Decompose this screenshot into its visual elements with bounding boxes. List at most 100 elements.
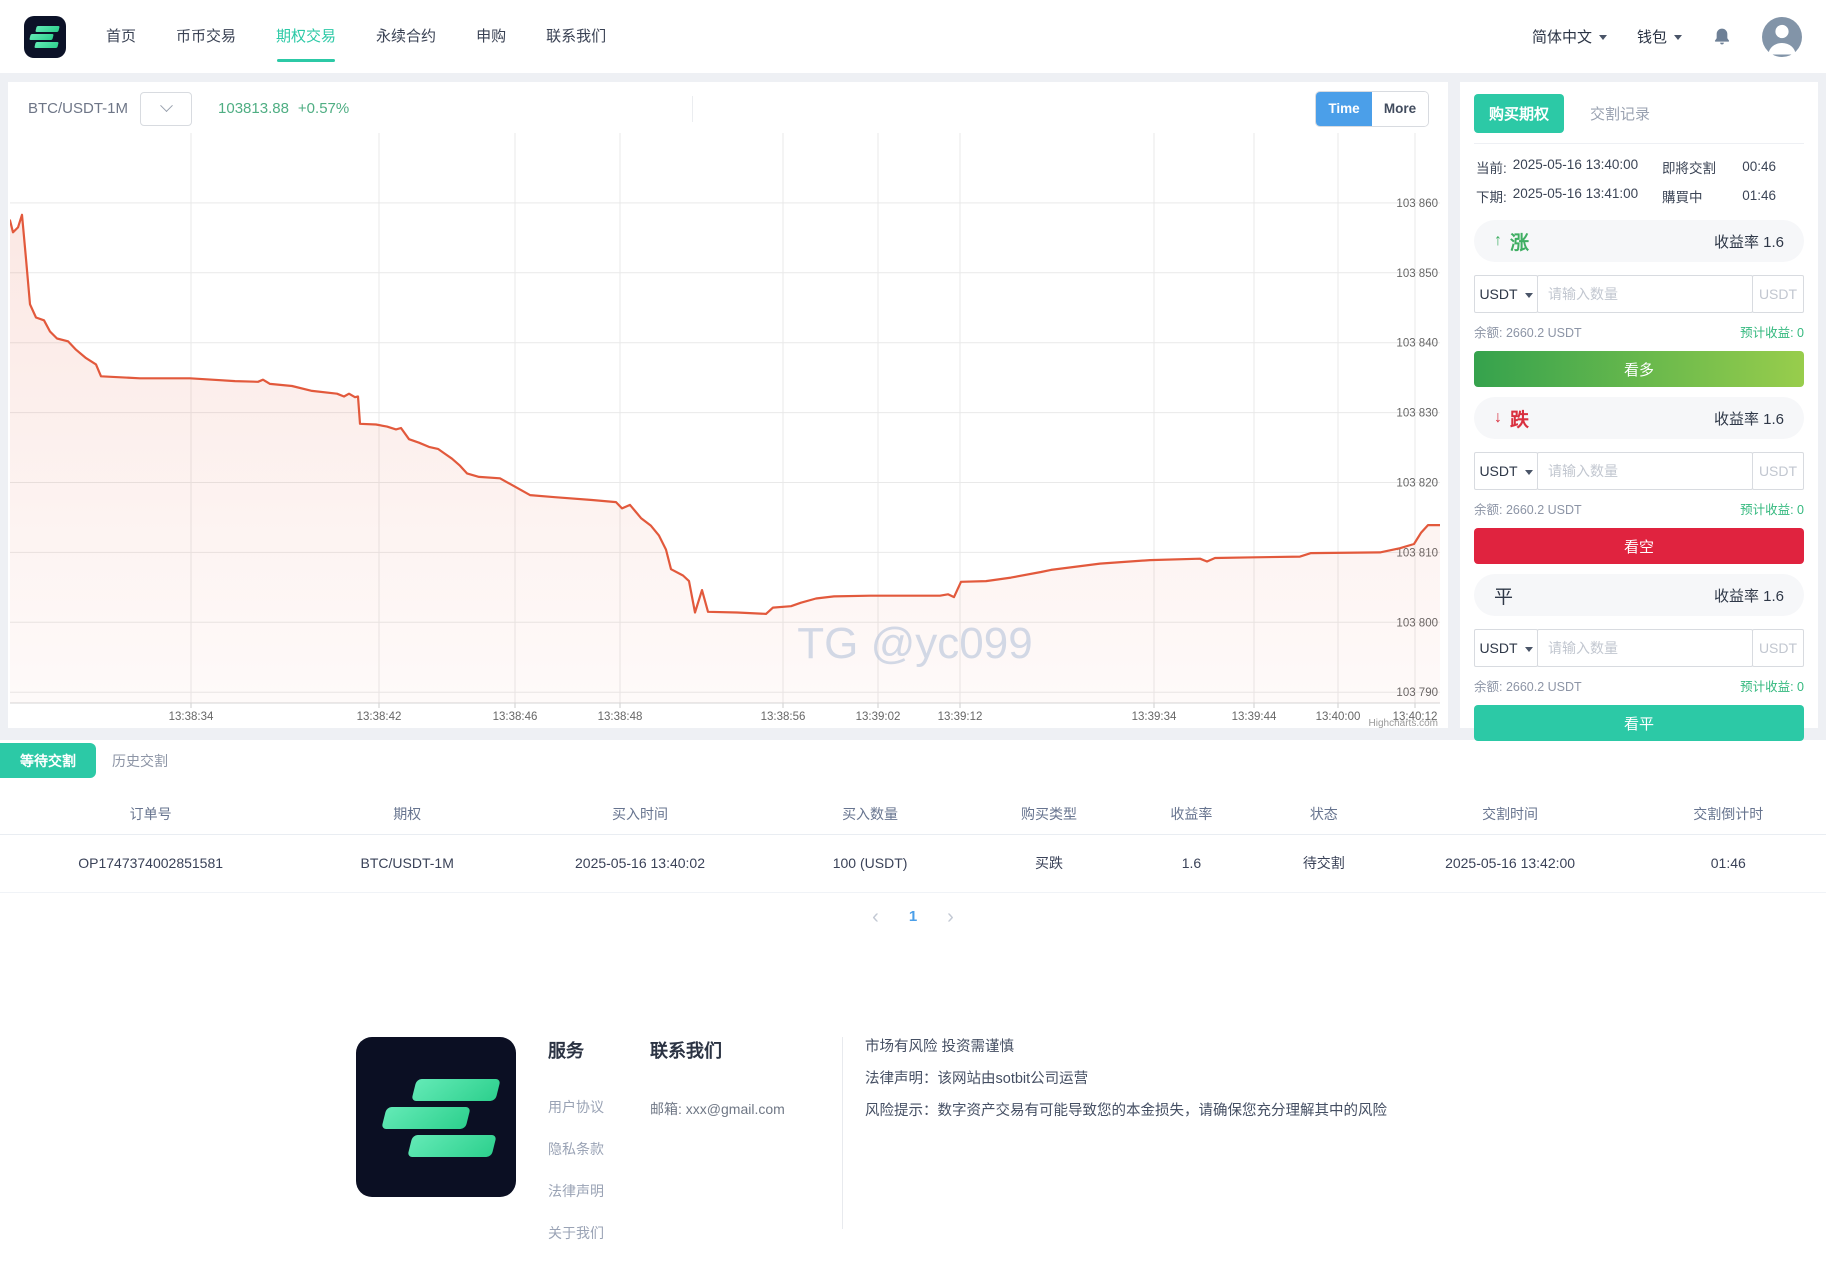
avatar[interactable] — [1762, 16, 1802, 57]
brand-logo-icon[interactable] — [24, 15, 66, 58]
down-section-header: ↓ 跌 收益率 1.6 — [1474, 397, 1804, 439]
buy-options-tab[interactable]: 购买期权 — [1474, 94, 1565, 133]
link-privacy[interactable]: 隐私条款 — [548, 1140, 604, 1157]
up-rate: 收益率 1.6 — [1713, 233, 1784, 251]
up-amount-input[interactable] — [1537, 275, 1753, 313]
next-period-countdown: 01:46 — [1742, 188, 1776, 203]
svg-text:103 850: 103 850 — [1396, 268, 1438, 280]
svg-text:13:38:56: 13:38:56 — [761, 711, 806, 723]
down-balance: 余额: 2660.2 USDT — [1474, 503, 1582, 517]
col-buy-type: 购买类型 — [973, 794, 1125, 835]
flat-expected-profit: 预计收益: 0 — [1740, 680, 1804, 694]
flat-input-row: USDT USDT — [1474, 629, 1804, 667]
svg-text:13:38:46: 13:38:46 — [493, 711, 538, 723]
prev-page-icon[interactable]: ‹ — [872, 905, 879, 928]
footer: 服务 用户协议 隐私条款 法律声明 关于我们 联系我们 邮箱: xxx@gmai… — [0, 1036, 1826, 1264]
notification-bell-icon[interactable] — [1712, 26, 1732, 47]
nav-right: 简体中文 钱包 — [1532, 16, 1802, 57]
nav-menu: 首页 币币交易 期权交易 永续合约 申购 联系我们 — [106, 0, 606, 73]
order-buy-type: 买跌 — [973, 834, 1125, 893]
page-number[interactable]: 1 — [908, 908, 918, 925]
pagination: ‹ 1 › — [0, 907, 1826, 927]
caret-down-icon — [1598, 35, 1607, 40]
price-change: +0.57% — [297, 100, 350, 117]
svg-text:13:39:34: 13:39:34 — [1132, 711, 1177, 723]
buy-short-button[interactable]: 看空 — [1474, 528, 1804, 564]
buy-flat-button[interactable]: 看平 — [1474, 705, 1804, 741]
link-about[interactable]: 关于我们 — [548, 1224, 604, 1241]
timeframe-more-button[interactable]: More — [1372, 91, 1428, 126]
svg-text:13:38:42: 13:38:42 — [357, 711, 402, 723]
col-delivery-time: 交割时间 — [1389, 794, 1631, 835]
up-balance: 余额: 2660.2 USDT — [1474, 326, 1582, 340]
nav-item-options[interactable]: 期权交易 — [276, 0, 336, 73]
period-info: 当前: 2025-05-16 13:40:00 即將交割 00:46 下期: 2… — [1474, 144, 1804, 212]
down-label: 跌 — [1510, 409, 1530, 431]
order-buy-time: 2025-05-16 13:40:02 — [513, 834, 767, 893]
down-amount-input[interactable] — [1537, 452, 1753, 490]
disclaimer-line-2: 法律声明：该网站由sotbit公司运营 — [865, 1070, 1089, 1087]
down-rate: 收益率 1.6 — [1713, 410, 1784, 428]
current-period-datetime: 2025-05-16 13:40:00 — [1512, 156, 1639, 172]
footer-disclaimer: 市场有风险 投资需谨慎 法律声明：该网站由sotbit公司运营 风险提示：数字资… — [865, 1037, 1387, 1133]
timeframe-toggle: Time More — [1316, 91, 1428, 126]
delivery-records-tab[interactable]: 交割记录 — [1590, 106, 1651, 123]
caret-down-icon — [1524, 292, 1533, 298]
up-currency-select[interactable]: USDT — [1474, 275, 1538, 313]
pair-symbol: BTC/USDT-1M — [28, 100, 129, 117]
caret-down-icon — [1524, 646, 1533, 652]
svg-text:Highcharts.com: Highcharts.com — [1369, 718, 1438, 728]
timeframe-time-button[interactable]: Time — [1316, 91, 1372, 126]
footer-services: 服务 用户协议 隐私条款 法律声明 关于我们 — [548, 1037, 604, 1264]
svg-text:103 840: 103 840 — [1396, 338, 1438, 350]
down-input-row: USDT USDT — [1474, 452, 1804, 490]
nav-item-perpetual[interactable]: 永续合约 — [376, 28, 437, 45]
main-top: BTC/USDT-1M 103813.88 +0.57% Time More — [0, 73, 1826, 741]
col-rate: 收益率 — [1124, 794, 1259, 835]
buy-long-button[interactable]: 看多 — [1474, 351, 1804, 387]
tab-pending-delivery[interactable]: 等待交割 — [0, 743, 96, 778]
svg-text:13:38:34: 13:38:34 — [169, 711, 214, 723]
price-group: 103813.88 +0.57% — [218, 100, 349, 117]
link-user-agreement[interactable]: 用户协议 — [548, 1098, 604, 1115]
contact-email: 邮箱: xxx@gmail.com — [650, 1100, 785, 1117]
table-header-row: 订单号 期权 买入时间 买入数量 购买类型 收益率 状态 交割时间 交割倒计时 — [0, 794, 1826, 835]
orders-tabs: 等待交割 历史交割 — [0, 740, 1826, 778]
col-order-id: 订单号 — [0, 794, 302, 835]
flat-amount-input[interactable] — [1537, 629, 1753, 667]
order-rate: 1.6 — [1124, 834, 1259, 893]
next-period-row: 下期: 2025-05-16 13:41:00 購買中 01:46 — [1476, 181, 1802, 210]
next-page-icon[interactable]: › — [947, 905, 954, 928]
nav-item-home[interactable]: 首页 — [106, 28, 137, 45]
col-countdown: 交割倒计时 — [1630, 794, 1826, 835]
wallet-menu[interactable]: 钱包 — [1637, 26, 1682, 47]
link-legal[interactable]: 法律声明 — [548, 1182, 604, 1199]
down-expected-profit: 预计收益: 0 — [1740, 503, 1804, 517]
current-period-countdown: 00:46 — [1742, 159, 1776, 174]
pair-select-button[interactable] — [140, 91, 193, 126]
chart-header: BTC/USDT-1M 103813.88 +0.57% Time More — [8, 82, 1448, 135]
language-selector[interactable]: 简体中文 — [1532, 26, 1607, 47]
nav-item-contact[interactable]: 联系我们 — [546, 28, 607, 45]
svg-text:103 820: 103 820 — [1396, 478, 1438, 490]
current-period-status: 即將交割 — [1662, 160, 1716, 176]
next-period-label: 下期: — [1476, 189, 1507, 205]
flat-currency-select[interactable]: USDT — [1474, 629, 1538, 667]
chart-card: BTC/USDT-1M 103813.88 +0.57% Time More — [8, 82, 1448, 728]
order-status: 待交割 — [1258, 834, 1390, 893]
col-status: 状态 — [1258, 794, 1390, 835]
up-amount-unit: USDT — [1752, 275, 1804, 313]
up-expected-profit: 预计收益: 0 — [1740, 326, 1804, 340]
svg-text:13:40:00: 13:40:00 — [1316, 711, 1361, 723]
services-title: 服务 — [548, 1040, 584, 1061]
nav-item-spot[interactable]: 币币交易 — [176, 28, 237, 45]
down-currency-select[interactable]: USDT — [1474, 452, 1538, 490]
order-id: OP1747374002851581 — [0, 834, 302, 893]
flat-section-header: 平 收益率 1.6 — [1474, 574, 1804, 616]
tab-history-delivery[interactable]: 历史交割 — [112, 752, 168, 769]
nav-item-subscribe[interactable]: 申购 — [476, 28, 507, 45]
order-panel-header: 购买期权 交割记录 — [1474, 92, 1804, 144]
footer-logo-icon — [356, 1036, 516, 1197]
caret-down-icon — [1524, 469, 1533, 475]
